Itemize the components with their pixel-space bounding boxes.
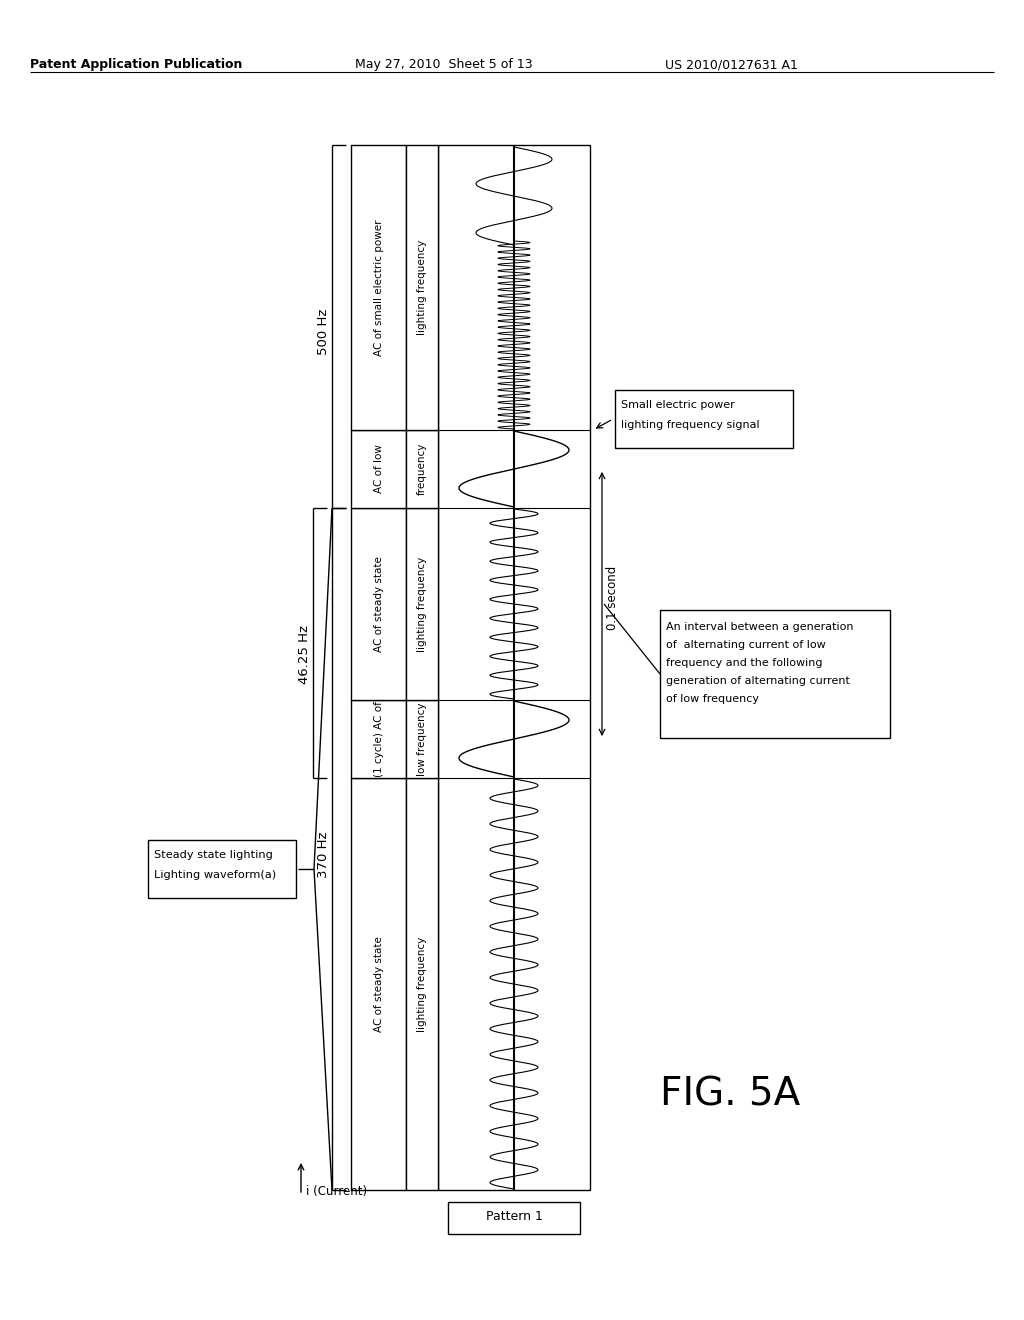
Bar (351, 777, 406, 1191)
Text: lighting frequency signal: lighting frequency signal (621, 420, 760, 430)
Text: lighting frequency: lighting frequency (417, 936, 427, 1032)
Bar (351, 700, 406, 777)
Bar (660, 610, 890, 738)
Text: (1 cycle) AC of: (1 cycle) AC of (374, 701, 384, 777)
Text: Patent Application Publication: Patent Application Publication (30, 58, 243, 71)
Text: AC of small electric power: AC of small electric power (374, 219, 384, 356)
Text: lighting frequency: lighting frequency (417, 556, 427, 652)
Text: AC of steady state: AC of steady state (374, 936, 384, 1032)
Text: FIG. 5A: FIG. 5A (660, 1074, 800, 1113)
Bar (406, 508, 438, 700)
Text: Steady state lighting: Steady state lighting (154, 850, 272, 861)
Bar (351, 430, 406, 508)
Text: Pattern 1: Pattern 1 (485, 1210, 543, 1224)
Bar (406, 430, 438, 508)
Bar (351, 145, 406, 430)
Text: i (Current): i (Current) (306, 1185, 368, 1199)
Bar (351, 508, 406, 700)
Text: of  alternating current of low: of alternating current of low (666, 640, 825, 649)
Bar (406, 777, 438, 1191)
Text: lighting frequency: lighting frequency (417, 240, 427, 335)
Bar (438, 145, 590, 1191)
Bar (148, 840, 296, 898)
Text: AC of low: AC of low (374, 445, 384, 494)
Text: Lighting waveform(a): Lighting waveform(a) (154, 870, 276, 880)
Bar (449, 1203, 580, 1234)
Text: 0.1 second: 0.1 second (606, 566, 618, 630)
Text: low frequency: low frequency (417, 702, 427, 776)
Text: May 27, 2010  Sheet 5 of 13: May 27, 2010 Sheet 5 of 13 (355, 58, 532, 71)
Text: An interval between a generation: An interval between a generation (666, 622, 853, 632)
Text: generation of alternating current: generation of alternating current (666, 676, 850, 686)
Bar (615, 389, 793, 447)
Text: 370 Hz: 370 Hz (317, 832, 330, 878)
Bar (406, 700, 438, 777)
Text: AC of steady state: AC of steady state (374, 556, 384, 652)
Text: frequency and the following: frequency and the following (666, 657, 822, 668)
Text: Small electric power: Small electric power (621, 400, 735, 411)
Text: 500 Hz: 500 Hz (317, 309, 330, 355)
Text: 46.25 Hz: 46.25 Hz (298, 624, 311, 684)
Text: US 2010/0127631 A1: US 2010/0127631 A1 (665, 58, 798, 71)
Text: of low frequency: of low frequency (666, 694, 759, 704)
Text: frequency: frequency (417, 442, 427, 495)
Bar (406, 145, 438, 430)
